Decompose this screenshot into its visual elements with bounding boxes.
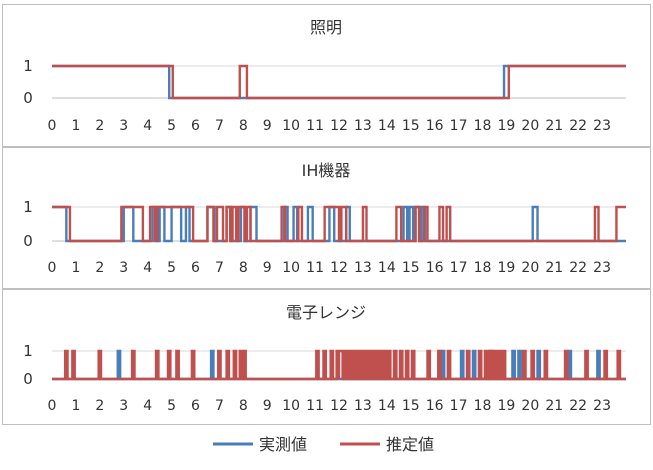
x-tick-label: 2 bbox=[95, 118, 104, 134]
x-tick-label: 15 bbox=[402, 260, 420, 276]
x-tick-label: 5 bbox=[167, 398, 176, 414]
x-tick-label: 7 bbox=[215, 118, 224, 134]
x-tick-label: 20 bbox=[521, 118, 539, 134]
x-tick-label: 10 bbox=[282, 260, 300, 276]
legend-label-estimated: 推定値 bbox=[386, 435, 434, 454]
x-tick-label: 3 bbox=[119, 118, 128, 134]
x-tick-label: 7 bbox=[215, 260, 224, 276]
x-tick-label: 22 bbox=[569, 260, 587, 276]
x-tick-label: 8 bbox=[239, 118, 248, 134]
legend-label-actual: 実測値 bbox=[259, 435, 307, 454]
x-tick-label: 8 bbox=[239, 260, 248, 276]
x-tick-label: 1 bbox=[71, 398, 80, 414]
x-tick-label: 0 bbox=[48, 118, 57, 134]
x-tick-label: 14 bbox=[378, 398, 396, 414]
x-tick-label: 22 bbox=[569, 118, 587, 134]
x-tick-label: 13 bbox=[354, 118, 372, 134]
x-tick-label: 18 bbox=[474, 260, 492, 276]
x-tick-label: 18 bbox=[474, 118, 492, 134]
x-tick-label: 17 bbox=[450, 118, 468, 134]
x-tick-label: 12 bbox=[330, 260, 348, 276]
x-tick-label: 14 bbox=[378, 118, 396, 134]
x-tick-label: 19 bbox=[498, 260, 516, 276]
chart-title: IH機器 bbox=[302, 161, 351, 180]
x-tick-label: 12 bbox=[330, 398, 348, 414]
x-tick-label: 12 bbox=[330, 118, 348, 134]
x-tick-label: 4 bbox=[143, 118, 152, 134]
x-tick-label: 20 bbox=[521, 398, 539, 414]
chart-title: 電子レンジ bbox=[286, 303, 366, 322]
x-tick-label: 1 bbox=[71, 260, 80, 276]
x-tick-label: 9 bbox=[263, 398, 272, 414]
x-tick-label: 19 bbox=[498, 118, 516, 134]
x-tick-label: 1 bbox=[71, 118, 80, 134]
series-line-estimated bbox=[52, 64, 626, 100]
x-tick-label: 16 bbox=[426, 260, 444, 276]
x-tick-label: 14 bbox=[378, 260, 396, 276]
x-tick-label: 18 bbox=[474, 398, 492, 414]
y-tick-label: 1 bbox=[23, 342, 33, 360]
panel-frame bbox=[2, 147, 651, 289]
x-tick-label: 11 bbox=[306, 118, 324, 134]
x-tick-label: 6 bbox=[191, 260, 200, 276]
x-tick-label: 23 bbox=[593, 118, 611, 134]
x-tick-label: 17 bbox=[450, 260, 468, 276]
x-tick-label: 13 bbox=[354, 260, 372, 276]
x-tick-label: 9 bbox=[263, 260, 272, 276]
y-tick-label: 0 bbox=[23, 370, 33, 388]
x-tick-label: 21 bbox=[545, 260, 563, 276]
x-tick-label: 0 bbox=[48, 260, 57, 276]
x-tick-label: 0 bbox=[48, 398, 57, 414]
x-tick-label: 23 bbox=[593, 398, 611, 414]
x-tick-label: 3 bbox=[119, 260, 128, 276]
x-tick-label: 3 bbox=[119, 398, 128, 414]
x-tick-label: 15 bbox=[402, 398, 420, 414]
y-tick-label: 1 bbox=[23, 198, 33, 216]
x-tick-label: 11 bbox=[306, 260, 324, 276]
x-tick-label: 10 bbox=[282, 118, 300, 134]
x-tick-label: 7 bbox=[215, 398, 224, 414]
x-tick-label: 15 bbox=[402, 118, 420, 134]
x-tick-label: 6 bbox=[191, 398, 200, 414]
x-tick-label: 19 bbox=[498, 398, 516, 414]
x-tick-label: 22 bbox=[569, 398, 587, 414]
x-tick-label: 2 bbox=[95, 398, 104, 414]
x-tick-label: 4 bbox=[143, 260, 152, 276]
x-tick-label: 17 bbox=[450, 398, 468, 414]
x-tick-label: 4 bbox=[143, 398, 152, 414]
x-tick-label: 11 bbox=[306, 398, 324, 414]
x-tick-label: 16 bbox=[426, 118, 444, 134]
x-tick-label: 10 bbox=[282, 398, 300, 414]
x-tick-label: 23 bbox=[593, 260, 611, 276]
x-tick-label: 13 bbox=[354, 398, 372, 414]
x-tick-label: 6 bbox=[191, 118, 200, 134]
y-tick-label: 0 bbox=[23, 232, 33, 250]
x-tick-label: 8 bbox=[239, 398, 248, 414]
x-tick-label: 5 bbox=[167, 260, 176, 276]
x-tick-label: 9 bbox=[263, 118, 272, 134]
chart-title: 照明 bbox=[310, 18, 342, 37]
x-tick-label: 21 bbox=[545, 398, 563, 414]
x-tick-label: 16 bbox=[426, 398, 444, 414]
panel-frame bbox=[2, 4, 651, 147]
series-line-estimated bbox=[52, 349, 626, 381]
x-tick-label: 2 bbox=[95, 260, 104, 276]
x-tick-label: 21 bbox=[545, 118, 563, 134]
y-tick-label: 1 bbox=[23, 57, 33, 75]
series-line-estimated bbox=[52, 205, 626, 243]
y-tick-label: 0 bbox=[23, 89, 33, 107]
x-tick-label: 20 bbox=[521, 260, 539, 276]
legend: 実測値 推定値 bbox=[213, 435, 434, 454]
x-tick-label: 5 bbox=[167, 118, 176, 134]
